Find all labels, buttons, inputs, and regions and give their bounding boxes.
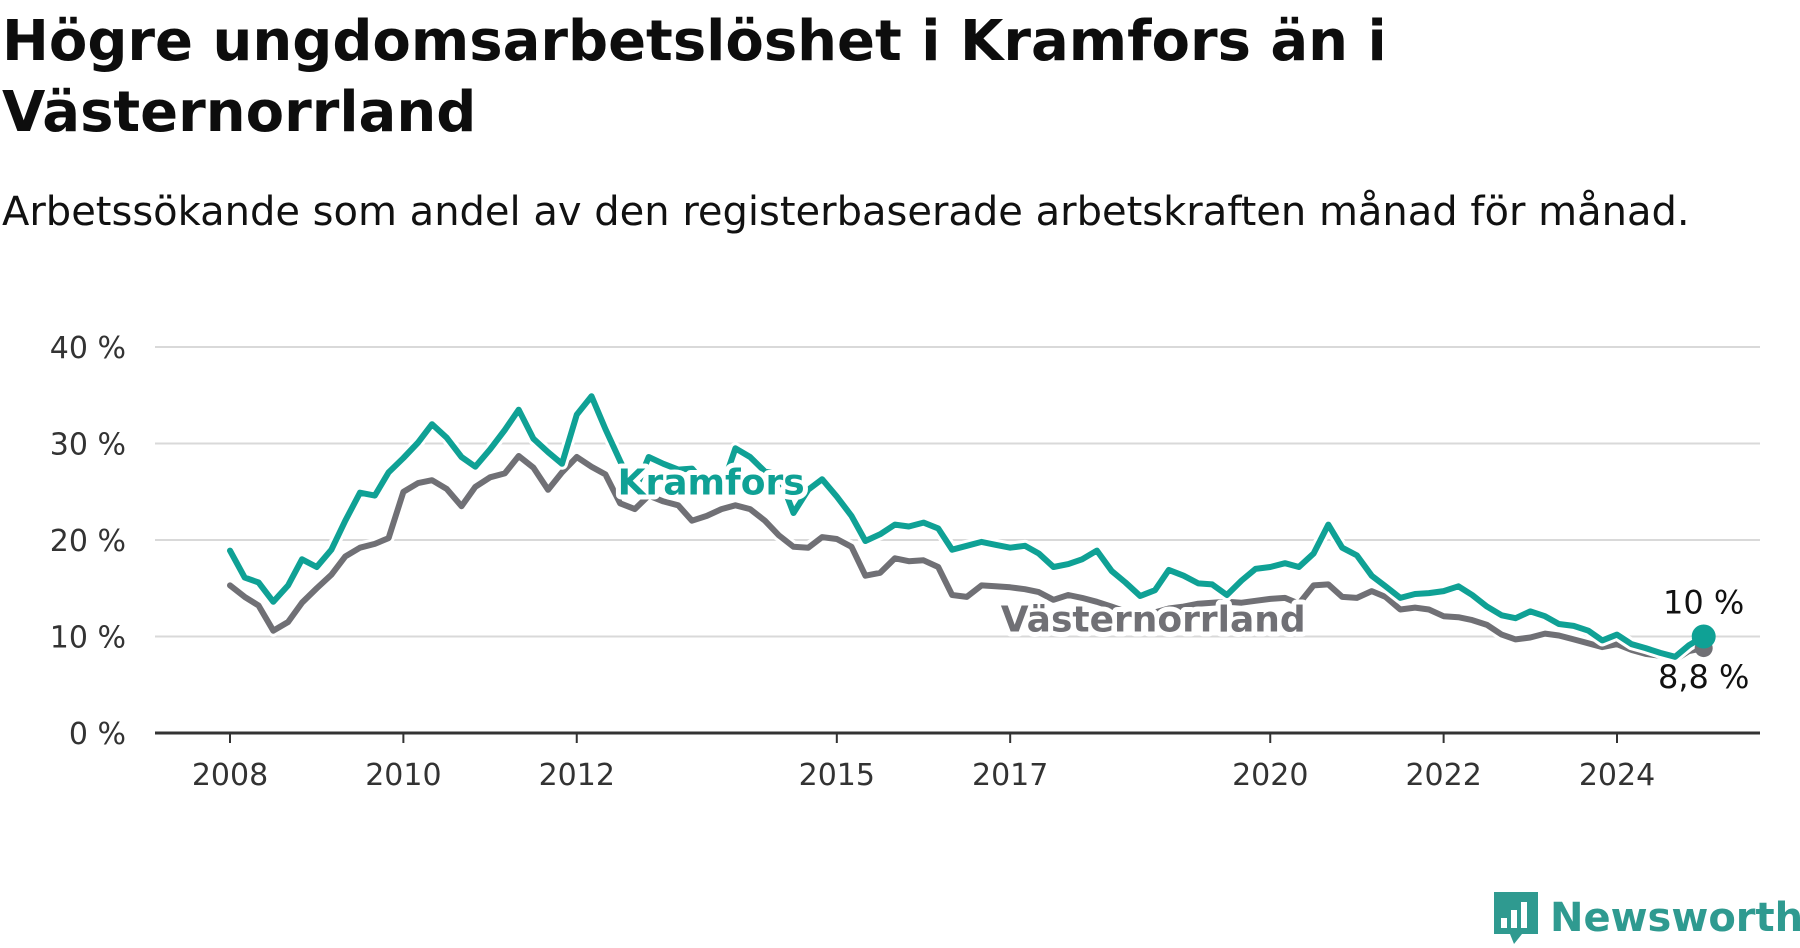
x-tick-label: 2022 <box>1405 758 1481 793</box>
x-tick-label: 2024 <box>1579 758 1655 793</box>
y-tick-label: 40 % <box>50 331 126 366</box>
x-tick-label: 2008 <box>192 758 268 793</box>
axes: 0 % 10 % 20 % 30 % 40 % 2008 2010 2012 2015 2017 2… <box>50 331 1760 793</box>
series-lines <box>224 390 1716 666</box>
series-halo <box>224 450 1710 666</box>
series-name-label: Västernorrland <box>1001 600 1306 641</box>
x-tick-label: 2012 <box>539 758 615 793</box>
newsworthy-brand[interactable]: Newsworthy <box>1492 888 1800 948</box>
y-tick-label: 30 % <box>50 428 126 463</box>
newsworthy-logo-icon <box>1494 892 1538 944</box>
end-value-label: 8,8 % <box>1658 658 1749 696</box>
series-line <box>227 453 1707 663</box>
series-name-label: Kramfors <box>618 463 805 504</box>
end-value-label: 10 % <box>1663 584 1744 622</box>
series-line <box>227 393 1707 660</box>
series-labels: 10 % 8,8 % Kramfors Västernorrland <box>613 458 1754 700</box>
y-tick-label: 0 % <box>69 717 126 752</box>
x-tick-label: 2020 <box>1232 758 1308 793</box>
y-tick-label: 20 % <box>50 524 126 559</box>
line-chart: 0 % 10 % 20 % 30 % 40 % 2008 2010 2012 2015 2017 2… <box>50 331 1760 793</box>
chart-title: Högre ungdomsarbetslöshet i Kramfors än … <box>2 9 1387 145</box>
y-tick-label: 10 % <box>50 621 126 656</box>
x-tick-label: 2017 <box>972 758 1048 793</box>
x-tick-label: 2010 <box>365 758 441 793</box>
brand-name: Newsworthy <box>1550 895 1800 941</box>
end-marker <box>1691 624 1716 649</box>
chart-subtitle: Arbetssökande som andel av den registerb… <box>2 189 1690 235</box>
x-tick-label: 2015 <box>799 758 875 793</box>
